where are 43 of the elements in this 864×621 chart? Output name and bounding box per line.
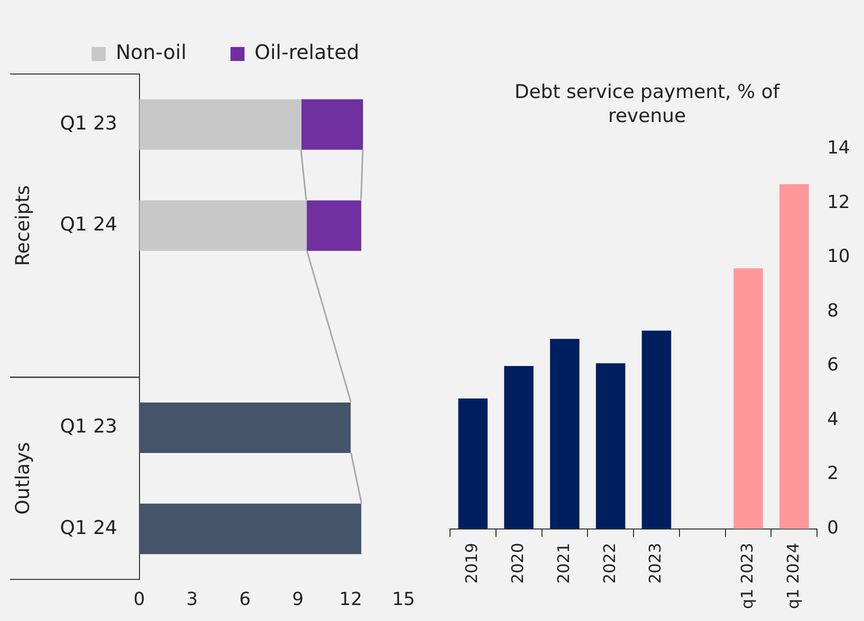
y-tick-label: 6 — [827, 354, 839, 376]
y-tick-label: 14 — [827, 137, 850, 158]
x-tick-label: 12 — [339, 588, 362, 610]
bar — [779, 184, 809, 529]
y-tick-label: Q1 24 — [60, 214, 118, 236]
bar — [642, 330, 672, 529]
bar — [301, 99, 364, 150]
y-tick-label: 12 — [827, 192, 850, 213]
y-tick-label: Q1 24 — [60, 516, 118, 539]
bar — [734, 268, 763, 529]
bar — [504, 366, 534, 529]
y-tick-label: 2 — [827, 463, 839, 484]
x-tick-label: 2023 — [646, 542, 665, 584]
bar — [139, 504, 362, 554]
y-tick-label: 4 — [827, 408, 839, 430]
x-tick-label: 2020 — [508, 542, 527, 584]
text: Outlays — [12, 442, 34, 515]
x-tick-label: 2022 — [600, 542, 619, 584]
y-tick-label: 0 — [827, 518, 839, 539]
x-tick-label: 3 — [186, 588, 198, 610]
legend-label: Non-oil — [116, 40, 186, 64]
y-tick-label: 8 — [827, 300, 839, 322]
legend-label: Oil-related — [254, 40, 360, 64]
x-tick-label: q1 2023 — [737, 542, 756, 609]
x-tick-label: 2019 — [462, 542, 482, 584]
bar — [596, 363, 626, 529]
chart-title: Debt service payment, % of revenue — [513, 80, 781, 128]
bar — [550, 338, 580, 529]
bar — [139, 200, 307, 251]
x-tick-label: 9 — [292, 588, 304, 610]
y-tick-label: 10 — [827, 246, 850, 268]
x-tick-label: 15 — [392, 588, 415, 610]
y-tick-label: Q1 23 — [60, 416, 118, 438]
y-tick-label: Q1 23 — [60, 112, 118, 134]
bar — [139, 99, 302, 150]
bar — [139, 402, 351, 454]
x-tick-label: 6 — [239, 588, 251, 610]
bar — [458, 398, 488, 529]
x-tick-label: q1 2024 — [783, 542, 802, 609]
bar — [306, 200, 362, 251]
text: Receipts — [12, 185, 34, 266]
x-tick-label: 2021 — [554, 542, 573, 584]
x-tick-label: 0 — [134, 588, 145, 610]
